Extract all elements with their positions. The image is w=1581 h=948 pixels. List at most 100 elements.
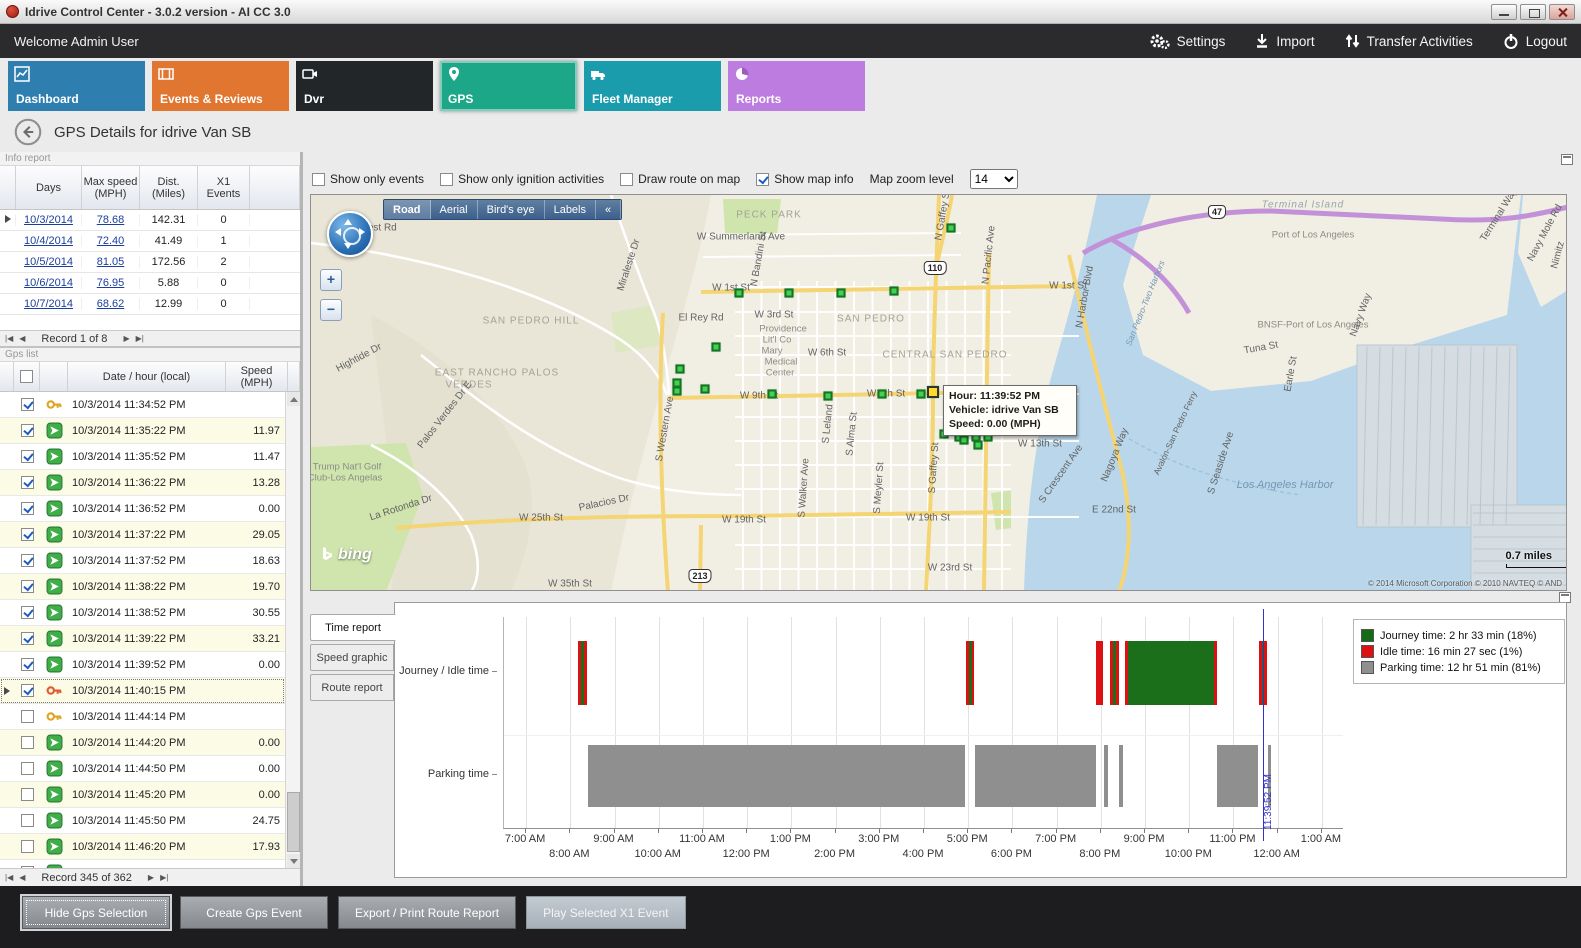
map-view-aerial[interactable]: Aerial xyxy=(431,200,478,219)
tab-dashboard[interactable]: Dashboard xyxy=(8,61,145,111)
map-option-3[interactable]: Show map info xyxy=(756,172,854,186)
export-print-route-report-button[interactable]: Export / Print Route Report xyxy=(338,896,517,929)
gps-row[interactable]: 10/3/2014 11:39:22 PM 33.21 xyxy=(0,626,285,652)
gps-marker-icon[interactable] xyxy=(836,288,846,298)
row-checkbox[interactable] xyxy=(14,658,40,671)
gps-marker-icon[interactable] xyxy=(916,389,926,399)
gps-marker-icon[interactable] xyxy=(734,288,744,298)
row-checkbox[interactable] xyxy=(14,580,40,593)
last-page-button[interactable]: ▶| xyxy=(135,333,144,343)
gps-marker-icon[interactable] xyxy=(959,435,969,445)
day-link[interactable]: 10/5/2014 xyxy=(24,256,73,268)
row-checkbox[interactable] xyxy=(14,632,40,645)
gps-row[interactable]: 10/3/2014 11:44:20 PM 0.00 xyxy=(0,730,285,756)
gps-row[interactable]: 10/3/2014 11:46:20 PM 17.93 xyxy=(0,834,285,860)
scroll-down-icon[interactable] xyxy=(287,854,300,868)
select-all-checkbox[interactable] xyxy=(14,362,40,391)
checkbox-icon[interactable] xyxy=(20,606,34,619)
checkbox-icon[interactable] xyxy=(20,398,34,411)
checkbox-icon[interactable] xyxy=(20,840,34,853)
gps-row[interactable]: 10/3/2014 11:40:15 PM xyxy=(0,678,285,704)
selected-gps-marker-icon[interactable] xyxy=(927,386,939,398)
row-checkbox[interactable] xyxy=(14,814,40,827)
scroll-up-icon[interactable] xyxy=(287,392,300,406)
transfer-activities-menu-item[interactable]: Transfer Activities xyxy=(1345,33,1473,49)
map-panel-maximize-icon[interactable] xyxy=(1561,154,1573,165)
collapse-chevron-icon[interactable]: « xyxy=(596,200,622,219)
checkbox-icon[interactable] xyxy=(20,762,34,775)
gps-marker-icon[interactable] xyxy=(711,342,721,352)
gps-row[interactable]: 10/3/2014 11:44:14 PM xyxy=(0,704,285,730)
checkbox-icon[interactable] xyxy=(20,710,34,723)
cell-max-speed[interactable]: 72.40 xyxy=(82,235,140,247)
gps-list-scrollbar[interactable] xyxy=(285,392,300,868)
minimize-button[interactable] xyxy=(1491,3,1517,20)
row-checkbox[interactable] xyxy=(14,606,40,619)
tab-events-reviews[interactable]: Events & Reviews xyxy=(152,61,289,111)
col-date-hour[interactable]: Date / hour (local) xyxy=(68,362,226,391)
max-speed-link[interactable]: 78.68 xyxy=(96,214,125,226)
checkbox-icon[interactable] xyxy=(20,424,34,437)
max-speed-link[interactable]: 81.05 xyxy=(96,256,125,268)
gps-marker-icon[interactable] xyxy=(675,364,685,374)
checkbox-icon[interactable] xyxy=(20,528,34,541)
gps-row[interactable]: 10/3/2014 11:36:22 PM 13.28 xyxy=(0,470,285,496)
import-menu-item[interactable]: Import xyxy=(1255,33,1315,49)
cell-max-speed[interactable]: 78.68 xyxy=(82,214,140,226)
max-speed-link[interactable]: 72.40 xyxy=(96,235,125,247)
col-max-speed[interactable]: Max speed (MPH) xyxy=(82,166,140,209)
gps-row[interactable]: 10/3/2014 11:44:50 PM 0.00 xyxy=(0,756,285,782)
checkbox-icon[interactable] xyxy=(440,172,454,186)
gps-marker-icon[interactable] xyxy=(672,386,682,396)
checkbox-icon[interactable] xyxy=(20,866,34,868)
day-link[interactable]: 10/4/2014 xyxy=(24,235,73,247)
row-checkbox[interactable] xyxy=(14,554,40,567)
zoom-out-button[interactable] xyxy=(320,299,342,321)
cell-max-speed[interactable]: 68.62 xyxy=(82,298,140,310)
checkbox-icon[interactable] xyxy=(20,684,34,697)
row-checkbox[interactable] xyxy=(14,762,40,775)
tab-reports[interactable]: Reports xyxy=(728,61,865,111)
gps-row[interactable]: 10/3/2014 11:35:52 PM 11.47 xyxy=(0,444,285,470)
table-row[interactable]: 10/4/2014 72.40 41.49 1 xyxy=(0,231,300,252)
checkbox-icon[interactable] xyxy=(20,788,34,801)
logout-menu-item[interactable]: Logout xyxy=(1503,33,1567,50)
row-checkbox[interactable] xyxy=(14,684,40,697)
map-compass-control[interactable] xyxy=(327,211,373,257)
maximize-button[interactable] xyxy=(1520,3,1546,20)
hide-gps-selection-button[interactable]: Hide Gps Selection xyxy=(22,896,170,929)
row-checkbox[interactable] xyxy=(14,528,40,541)
col-days[interactable]: Days xyxy=(16,166,82,209)
first-page-button[interactable]: |◀ xyxy=(5,872,14,882)
row-checkbox[interactable] xyxy=(14,424,40,437)
row-checkbox[interactable] xyxy=(14,476,40,489)
row-checkbox[interactable] xyxy=(14,840,40,853)
first-page-button[interactable]: |◀ xyxy=(5,333,14,343)
cell-day[interactable]: 10/3/2014 xyxy=(16,214,82,226)
last-page-button[interactable]: ▶| xyxy=(160,872,169,882)
col-speed[interactable]: Speed (MPH) xyxy=(226,362,288,391)
create-gps-event-button[interactable]: Create Gps Event xyxy=(180,896,328,929)
row-checkbox[interactable] xyxy=(14,398,40,411)
table-row[interactable]: 10/6/2014 76.95 5.88 0 xyxy=(0,273,300,294)
col-distance[interactable]: Dist. (Miles) xyxy=(140,166,198,209)
pan-north-icon[interactable] xyxy=(344,215,352,225)
gps-marker-icon[interactable] xyxy=(767,389,777,399)
prev-page-button[interactable]: ◀ xyxy=(19,333,26,343)
gps-row[interactable] xyxy=(0,860,285,868)
checkbox-icon[interactable] xyxy=(20,632,34,645)
gps-row[interactable]: 10/3/2014 11:37:22 PM 29.05 xyxy=(0,522,285,548)
checkbox-icon[interactable] xyxy=(20,814,34,827)
map-option-2[interactable]: Draw route on map xyxy=(620,172,740,186)
prev-page-button[interactable]: ◀ xyxy=(19,872,26,882)
checkbox-icon[interactable] xyxy=(756,172,770,186)
table-row[interactable]: 10/7/2014 68.62 12.99 0 xyxy=(0,294,300,315)
close-button[interactable] xyxy=(1549,3,1575,20)
row-checkbox[interactable] xyxy=(14,866,40,868)
zoom-in-button[interactable] xyxy=(320,269,342,291)
pan-west-icon[interactable] xyxy=(331,228,341,236)
max-speed-link[interactable]: 68.62 xyxy=(96,298,125,310)
map-view-road[interactable]: Road xyxy=(384,200,431,219)
table-row[interactable]: 10/5/2014 81.05 172.56 2 xyxy=(0,252,300,273)
row-checkbox[interactable] xyxy=(14,736,40,749)
